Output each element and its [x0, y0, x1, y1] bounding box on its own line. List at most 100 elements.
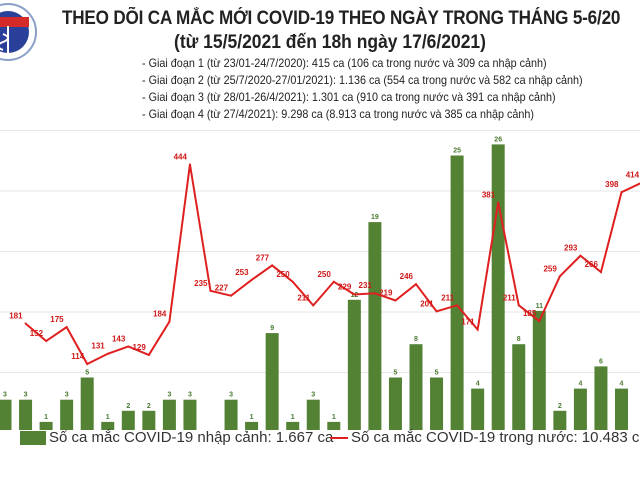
domestic-point: [435, 310, 438, 313]
domestic-point: [250, 278, 253, 281]
imported-bar-label: 9: [270, 325, 274, 332]
imported-bar: [553, 410, 567, 430]
imported-bar-label: 4: [476, 381, 480, 388]
imported-bar: [368, 222, 382, 430]
imported-bar: [142, 410, 156, 430]
imported-bar: [286, 421, 300, 430]
imported-bar-label: 1: [44, 414, 48, 421]
domestic-label: 235: [194, 279, 208, 288]
domestic-label: 152: [30, 329, 44, 338]
legend-domestic-label: Số ca mắc COVID-19 trong nước: 10.483 ca: [351, 429, 640, 446]
domestic-label: 171: [461, 318, 475, 327]
domestic-label: 175: [50, 315, 64, 324]
imported-bar: [430, 377, 444, 430]
imported-bar-label: 1: [250, 414, 254, 421]
domestic-label: 229: [338, 282, 352, 291]
domestic-point: [599, 271, 602, 274]
legend-line-swatch: [330, 436, 348, 439]
domestic-point: [456, 304, 459, 307]
imported-bar-label: 2: [558, 403, 562, 410]
imported-bar-label: 5: [393, 370, 397, 377]
domestic-point: [127, 345, 130, 348]
domestic-label: 181: [9, 311, 23, 320]
legend-bar-swatch: [20, 430, 46, 445]
imported-bar-label: 3: [188, 392, 192, 399]
imported-bar: [471, 388, 485, 430]
imported-bar-label: 6: [599, 358, 603, 365]
imported-bar: [19, 399, 33, 430]
domestic-label: 143: [112, 334, 126, 343]
imported-bar-label: 3: [311, 392, 315, 399]
domestic-point: [106, 352, 109, 355]
imported-bar: [491, 144, 505, 430]
domestic-label: 211: [503, 293, 516, 302]
imported-bar-label: 19: [371, 214, 379, 221]
imported-bar-label: 1: [332, 414, 336, 421]
domestic-label: 129: [132, 343, 146, 352]
imported-bar: [347, 299, 361, 430]
imported-bar: [512, 344, 526, 430]
imported-bar: [101, 421, 115, 430]
imported-bar-label: 8: [517, 336, 521, 343]
imported-bar-label: 26: [494, 136, 502, 143]
domestic-point: [312, 304, 315, 307]
imported-bar: [306, 399, 320, 430]
domestic-point: [558, 275, 561, 278]
imported-bar: [245, 421, 259, 430]
domestic-point: [168, 320, 171, 323]
phase-note: - Giai đoạn 3 (từ 28/01-26/4/2021): 1.30…: [142, 90, 556, 104]
domestic-point: [476, 328, 479, 331]
domestic-label: 250: [276, 270, 290, 279]
domestic-point: [394, 299, 397, 302]
domestic-label: 227: [215, 284, 229, 293]
imported-bar-label: 2: [147, 403, 151, 410]
imported-bar-label: 4: [620, 381, 624, 388]
imported-bar: [39, 421, 53, 430]
domestic-label: 185: [523, 309, 537, 318]
domestic-label: 131: [91, 342, 105, 351]
phase-note: - Giai đoạn 2 (từ 25/7/2020-27/01/2021):…: [142, 73, 583, 87]
imported-bar: [0, 399, 12, 430]
domestic-point: [209, 289, 212, 292]
imported-bar-label: 3: [229, 392, 233, 399]
domestic-point: [353, 293, 356, 296]
imported-bar-label: 2: [126, 403, 130, 410]
domestic-point: [24, 322, 27, 325]
imported-bar: [573, 388, 587, 430]
imported-bar-label: 5: [85, 370, 89, 377]
imported-bar: [388, 377, 402, 430]
legend-domestic: Số ca mắc COVID-19 trong nước: 10.483 ca: [330, 429, 640, 446]
domestic-label: 293: [564, 244, 578, 253]
imported-bar: [594, 366, 608, 430]
imported-bar: [121, 410, 135, 430]
domestic-label: 114: [71, 352, 84, 361]
domestic-label: 444: [174, 152, 188, 161]
imported-bar-label: 1: [291, 414, 295, 421]
domestic-point: [271, 264, 274, 267]
imported-bar-label: 5: [435, 370, 439, 377]
imported-bar-label: 4: [578, 381, 582, 388]
domestic-label: 398: [605, 180, 619, 189]
imported-bar: [409, 344, 423, 430]
domestic-label: 266: [585, 260, 599, 269]
imported-bar: [162, 399, 176, 430]
domestic-point: [415, 283, 417, 286]
domestic-point: [65, 326, 68, 329]
phase-notes: - Giai đoạn 1 (từ 23/01-24/7/2020): 415 …: [142, 55, 583, 123]
domestic-point: [538, 320, 541, 323]
phase-note: - Giai đoạn 1 (từ 23/01-24/7/2020): 415 …: [142, 56, 547, 70]
chart-plot: 5/5317/5318/5119/5320/5521/5122/5223/522…: [0, 130, 640, 430]
imported-bar-label: 3: [24, 392, 28, 399]
domestic-point: [45, 340, 48, 343]
phase-note: - Giai đoạn 4 (từ 27/4/2021): 9.298 ca (…: [142, 107, 534, 121]
ministry-of-health-logo: [0, 3, 37, 61]
imported-bar: [615, 388, 628, 430]
domestic-label: 246: [400, 272, 414, 281]
chart-subtitle: (từ 15/5/2021 đến 18h ngày 17/6/2021): [174, 32, 486, 53]
imported-bar-label: 3: [3, 392, 7, 399]
legend-imported-label: Số ca mắc COVID-19 nhập cảnh: 1.667 ca: [49, 429, 334, 446]
domestic-point: [291, 280, 294, 283]
domestic-label: 219: [379, 289, 393, 298]
domestic-label: 250: [317, 270, 331, 279]
domestic-label: 259: [543, 264, 557, 273]
